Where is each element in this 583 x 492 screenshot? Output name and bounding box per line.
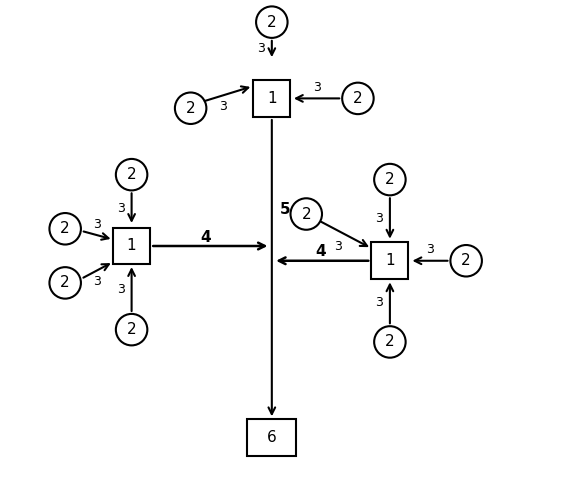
Text: 2: 2 [61, 276, 70, 290]
Text: 3: 3 [93, 218, 101, 231]
Text: 2: 2 [127, 322, 136, 337]
Circle shape [290, 198, 322, 230]
Circle shape [50, 267, 81, 299]
Text: 2: 2 [127, 167, 136, 182]
Text: 3: 3 [375, 212, 383, 225]
Text: 3: 3 [312, 81, 321, 94]
Text: 2: 2 [61, 221, 70, 236]
Text: 2: 2 [186, 101, 195, 116]
Circle shape [342, 83, 374, 114]
Text: 2: 2 [301, 207, 311, 221]
Text: 3: 3 [219, 100, 227, 113]
Text: 1: 1 [127, 239, 136, 253]
Circle shape [116, 159, 147, 190]
FancyBboxPatch shape [371, 243, 408, 279]
Text: 5: 5 [280, 202, 291, 216]
Text: 1: 1 [385, 253, 395, 268]
Text: 3: 3 [257, 42, 265, 56]
Text: 6: 6 [267, 430, 277, 445]
Text: 2: 2 [385, 335, 395, 349]
Circle shape [116, 314, 147, 345]
Text: 3: 3 [117, 202, 125, 215]
Circle shape [374, 164, 406, 195]
Text: 3: 3 [375, 296, 383, 309]
Text: 2: 2 [461, 253, 471, 268]
FancyBboxPatch shape [254, 80, 290, 117]
Circle shape [451, 245, 482, 277]
Text: 2: 2 [385, 172, 395, 187]
Text: 3: 3 [426, 244, 434, 256]
Text: 4: 4 [316, 245, 326, 259]
Text: 4: 4 [200, 230, 210, 245]
Text: 3: 3 [334, 240, 342, 253]
Circle shape [374, 326, 406, 358]
Text: 3: 3 [93, 275, 101, 288]
Circle shape [175, 92, 206, 124]
Text: 1: 1 [267, 91, 276, 106]
Circle shape [50, 213, 81, 245]
FancyBboxPatch shape [113, 227, 150, 264]
FancyBboxPatch shape [247, 419, 296, 457]
Text: 2: 2 [353, 91, 363, 106]
Circle shape [256, 6, 287, 38]
Text: 3: 3 [117, 282, 125, 296]
Text: 2: 2 [267, 15, 276, 30]
